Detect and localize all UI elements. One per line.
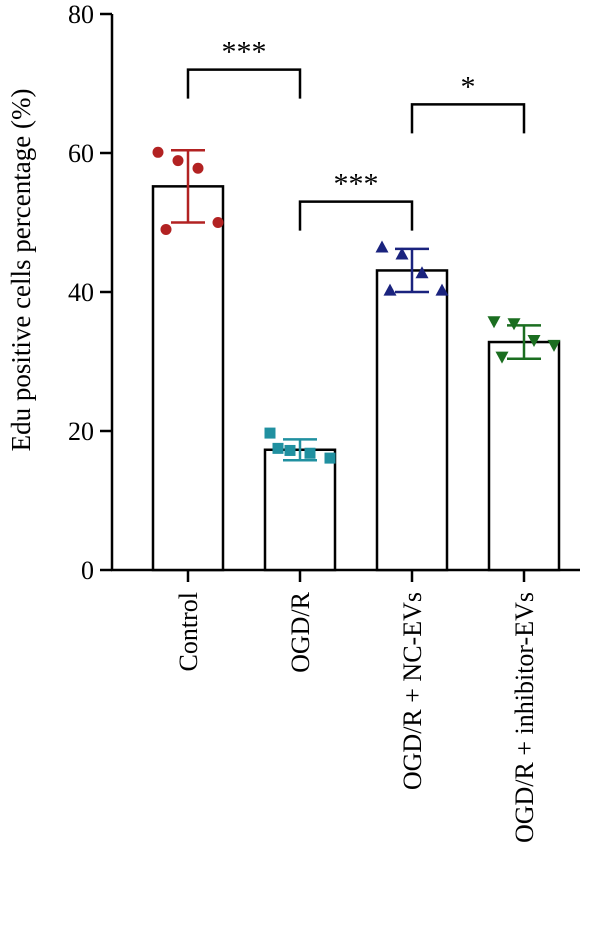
- y-axis-title: Edu positive cells percentage (%): [6, 89, 36, 452]
- data-point: [272, 442, 284, 454]
- y-tick-label: 0: [81, 556, 94, 585]
- data-point: [284, 444, 296, 456]
- data-point: [172, 155, 184, 167]
- x-tick-label: OGD/R + inhibitor-EVs: [510, 592, 539, 843]
- data-point: [375, 240, 389, 253]
- y-tick-label: 80: [68, 0, 94, 29]
- significance-label: ***: [334, 168, 379, 201]
- bar: [263, 448, 337, 572]
- data-point: [304, 447, 316, 459]
- y-tick-label: 20: [68, 417, 94, 446]
- data-point: [212, 217, 224, 228]
- bar: [375, 269, 449, 572]
- data-point: [264, 427, 276, 439]
- data-point: [395, 247, 409, 260]
- data-point: [324, 452, 336, 464]
- data-point: [527, 334, 541, 347]
- data-point: [507, 318, 521, 331]
- x-tick-label: OGD/R: [286, 591, 315, 673]
- significance-bracket: [298, 200, 414, 231]
- data-point: [487, 316, 501, 329]
- error-bars: [171, 148, 541, 462]
- bar: [151, 185, 225, 572]
- significance-bracket: [186, 68, 302, 99]
- data-points: [152, 146, 561, 464]
- bars: [151, 185, 561, 582]
- data-point: [192, 162, 204, 174]
- x-tick-label: Control: [174, 592, 203, 671]
- data-point: [547, 339, 561, 352]
- significance-brackets: *******: [186, 36, 526, 231]
- data-point: [435, 283, 449, 296]
- x-tick-label: OGD/R + NC-EVs: [398, 592, 427, 790]
- y-tick-label: 40: [68, 278, 94, 307]
- significance-bracket: [410, 103, 526, 134]
- significance-label: *: [461, 70, 476, 103]
- data-point: [160, 223, 172, 235]
- data-point: [495, 351, 509, 364]
- bar: [487, 340, 561, 572]
- category-labels: Control OGD/R OGD/R + NC-EVs OGD/R + inhibi…: [174, 591, 539, 843]
- data-point: [383, 283, 397, 296]
- y-tick-label: 60: [68, 139, 94, 168]
- significance-label: ***: [222, 36, 267, 69]
- data-point: [415, 266, 429, 279]
- data-point: [152, 146, 164, 158]
